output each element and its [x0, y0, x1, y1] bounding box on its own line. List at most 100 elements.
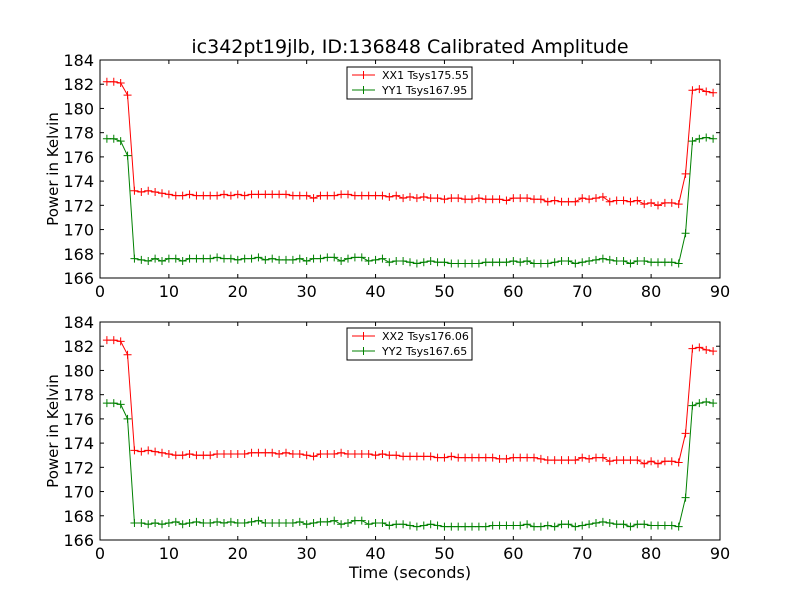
data-point-marker [481, 195, 490, 204]
data-point-marker [426, 194, 435, 203]
data-point-marker [316, 191, 325, 200]
data-point-marker [550, 456, 559, 465]
y-tick-label: 176 [63, 148, 94, 167]
data-point-marker [585, 195, 594, 204]
data-point-marker [158, 257, 166, 266]
x-tick-label: 60 [503, 282, 523, 301]
data-point-marker [392, 451, 401, 460]
data-point-marker [660, 521, 669, 530]
data-point-marker [399, 452, 408, 461]
data-point-marker [564, 520, 573, 529]
data-point-marker [674, 522, 683, 531]
data-point-marker [571, 522, 580, 531]
data-point-marker [254, 253, 263, 262]
data-point-marker [378, 254, 387, 263]
data-point-marker [592, 453, 600, 462]
data-point-marker [344, 519, 352, 528]
y-tick-label: 178 [63, 124, 94, 143]
data-point-marker [536, 195, 545, 204]
data-point-marker [178, 451, 187, 460]
data-point-marker [633, 520, 642, 529]
data-point-marker [523, 257, 532, 266]
data-point-marker [433, 194, 442, 203]
data-point-marker [530, 195, 538, 204]
data-point-marker [536, 522, 545, 531]
y-tick-label: 178 [63, 386, 94, 405]
data-point-marker [709, 88, 718, 97]
data-point-marker [295, 450, 304, 459]
data-point-marker [399, 257, 408, 266]
data-point-marker [309, 452, 318, 461]
data-point-marker [468, 195, 476, 204]
data-point-marker [330, 516, 339, 525]
data-point-marker [633, 196, 642, 205]
data-point-marker [681, 493, 690, 502]
data-point-marker [667, 258, 676, 267]
data-point-marker [585, 454, 594, 463]
data-point-marker [178, 191, 187, 200]
data-point-marker [123, 91, 132, 100]
data-point-marker [647, 258, 656, 267]
y-tick-label: 172 [63, 196, 94, 215]
data-point-marker [509, 521, 518, 530]
data-point-marker [667, 457, 676, 466]
data-point-marker [412, 259, 421, 268]
data-point-marker [309, 194, 318, 203]
data-point-marker [295, 191, 304, 200]
data-point-marker [171, 191, 180, 200]
data-point-marker [654, 459, 662, 468]
data-point-marker [626, 522, 635, 531]
data-point-marker [578, 521, 587, 530]
data-point-marker [371, 519, 380, 528]
data-point-marker [226, 450, 235, 459]
data-point-marker [468, 522, 476, 531]
data-point-marker [695, 85, 704, 94]
data-point-marker [688, 344, 697, 353]
data-point-marker [130, 186, 139, 195]
data-point-marker [461, 195, 470, 204]
x-tick-label: 0 [95, 282, 105, 301]
data-point-marker [109, 134, 118, 143]
data-point-marker [640, 200, 649, 209]
data-point-marker [454, 522, 463, 531]
data-point-marker [619, 456, 628, 465]
data-point-marker [447, 522, 456, 531]
data-point-marker [116, 137, 125, 146]
data-point-marker [516, 521, 525, 530]
data-point-marker [667, 198, 676, 207]
data-point-marker [523, 453, 532, 462]
data-point-marker [523, 194, 532, 203]
data-point-marker [385, 451, 394, 460]
data-point-marker [406, 452, 414, 461]
data-point-marker [654, 201, 662, 210]
y-tick-label: 170 [63, 483, 94, 502]
data-point-marker [495, 521, 504, 530]
data-point-marker [412, 194, 421, 203]
data-point-marker [123, 350, 132, 359]
data-point-marker [516, 453, 525, 462]
data-point-marker [509, 257, 518, 266]
data-point-marker [454, 259, 463, 268]
data-point-marker [178, 257, 187, 266]
data-point-marker [709, 347, 718, 356]
data-point-marker [502, 196, 511, 205]
data-point-marker [102, 399, 111, 408]
data-point-marker [495, 195, 504, 204]
data-point-marker [509, 194, 518, 203]
data-point-marker [385, 521, 394, 530]
data-point-marker [192, 451, 201, 460]
data-point-marker [709, 399, 718, 408]
data-point-marker [412, 522, 421, 531]
data-point-marker [481, 522, 490, 531]
x-tick-label: 60 [503, 544, 523, 563]
data-point-marker [419, 258, 428, 267]
data-point-marker [233, 190, 242, 199]
y-tick-label: 174 [63, 434, 94, 453]
data-point-marker [406, 192, 414, 201]
chart-panel-1: 0 10 20 30 40 50 60 70 80 90 166 168 170 172 174 176 178… [44, 51, 730, 301]
data-point-marker [323, 253, 332, 262]
data-point-marker [695, 399, 704, 408]
data-point-marker [647, 521, 656, 530]
data-point-marker [612, 196, 621, 205]
data-point-marker [316, 254, 325, 263]
